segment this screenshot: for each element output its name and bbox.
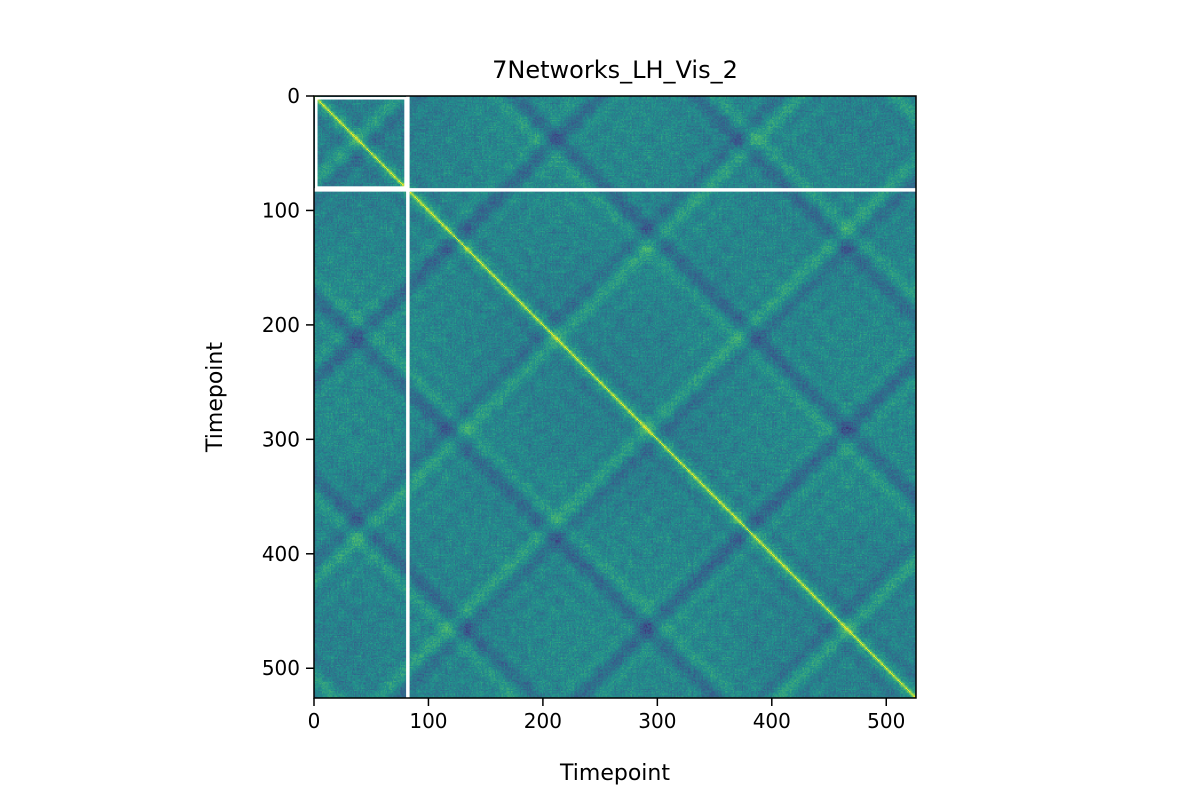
x-tick-label: 0	[308, 709, 321, 733]
y-tick-label: 300	[262, 427, 300, 451]
y-tick-label: 200	[262, 313, 300, 337]
heatmap-image	[314, 96, 916, 698]
x-axis-ticks: 0 100 200 300 400 500	[308, 698, 905, 733]
y-tick-label: 500	[262, 656, 300, 680]
x-axis-label: Timepoint	[559, 761, 670, 786]
x-tick-label: 200	[524, 709, 562, 733]
y-tick-label: 400	[262, 542, 300, 566]
plot-frame	[313, 95, 917, 699]
x-tick-label: 500	[867, 709, 905, 733]
y-axis-label: Timepoint	[203, 342, 228, 453]
x-tick-label: 100	[409, 709, 447, 733]
x-tick-label: 400	[753, 709, 791, 733]
y-tick-label: 100	[262, 198, 300, 222]
x-tick-label: 300	[638, 709, 676, 733]
segment-highlight-box	[315, 97, 407, 189]
segment-overlay	[314, 96, 916, 698]
chart-title: 7Networks_LH_Vis_2	[492, 56, 738, 84]
y-tick-label: 0	[287, 84, 300, 108]
y-axis-ticks: 0 100 200 300 400 500	[262, 84, 314, 680]
